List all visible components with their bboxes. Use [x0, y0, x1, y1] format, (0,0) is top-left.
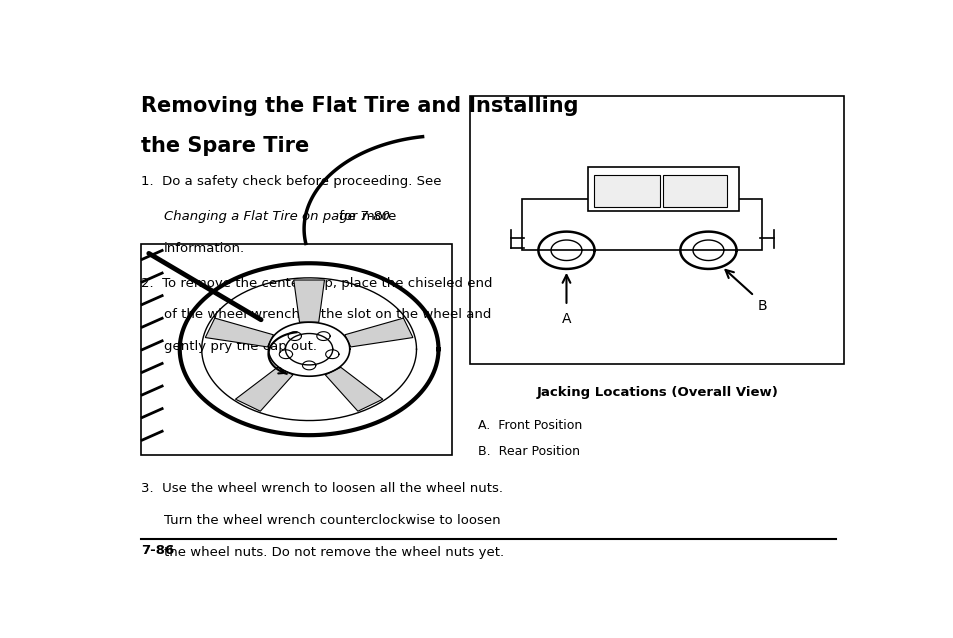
Text: 2.  To remove the center cap, place the chiseled end: 2. To remove the center cap, place the c… — [141, 276, 493, 290]
Text: 7-86: 7-86 — [141, 544, 174, 557]
FancyBboxPatch shape — [593, 175, 659, 207]
FancyBboxPatch shape — [587, 167, 739, 211]
FancyBboxPatch shape — [141, 244, 452, 455]
Text: 1.  Do a safety check before proceeding. See: 1. Do a safety check before proceeding. … — [141, 175, 441, 188]
Text: Jacking Locations (Overall View): Jacking Locations (Overall View) — [536, 386, 778, 399]
Text: Removing the Flat Tire and Installing: Removing the Flat Tire and Installing — [141, 96, 578, 116]
Text: 3.  Use the wheel wrench to loosen all the wheel nuts.: 3. Use the wheel wrench to loosen all th… — [141, 482, 503, 495]
Polygon shape — [344, 318, 413, 347]
Text: the Spare Tire: the Spare Tire — [141, 135, 310, 156]
FancyBboxPatch shape — [522, 199, 761, 250]
Text: Turn the wheel wrench counterclockwise to loosen: Turn the wheel wrench counterclockwise t… — [164, 514, 499, 527]
Polygon shape — [325, 367, 382, 412]
Text: information.: information. — [164, 242, 245, 255]
Polygon shape — [235, 367, 293, 412]
Text: B.  Rear Position: B. Rear Position — [477, 445, 579, 458]
Text: the wheel nuts. Do not remove the wheel nuts yet.: the wheel nuts. Do not remove the wheel … — [164, 545, 503, 559]
Text: of the wheel wrench in the slot on the wheel and: of the wheel wrench in the slot on the w… — [164, 308, 491, 322]
Polygon shape — [205, 318, 274, 347]
FancyBboxPatch shape — [470, 96, 842, 364]
Text: gently pry the cap out.: gently pry the cap out. — [164, 340, 316, 353]
Text: Changing a Flat Tire on page 7-80: Changing a Flat Tire on page 7-80 — [164, 210, 389, 223]
Polygon shape — [294, 280, 324, 322]
Text: A.  Front Position: A. Front Position — [477, 419, 581, 433]
Text: A: A — [561, 312, 571, 326]
Text: for more: for more — [335, 210, 396, 223]
Text: B: B — [758, 299, 767, 313]
FancyBboxPatch shape — [662, 175, 726, 207]
